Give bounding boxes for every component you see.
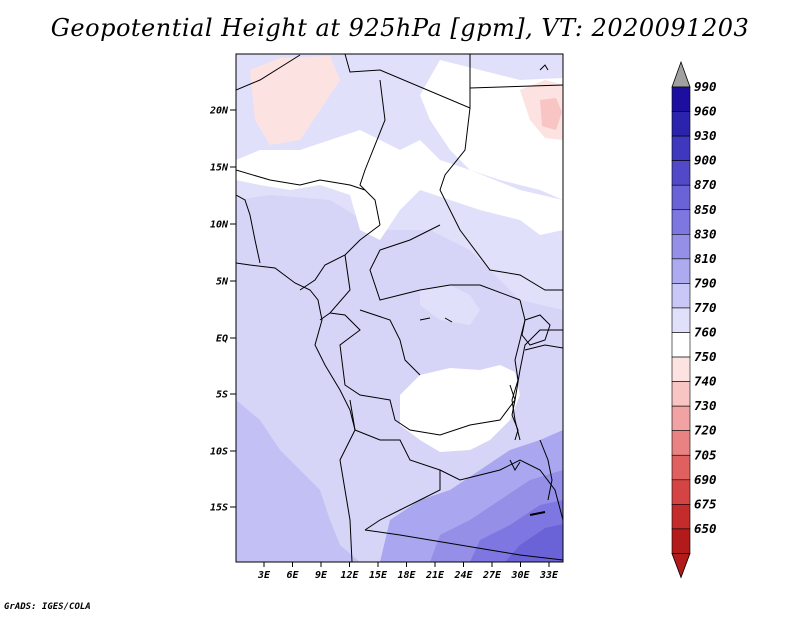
border-3 <box>469 84 563 89</box>
border-17 <box>524 344 563 351</box>
field-central-770 <box>420 285 480 325</box>
lon-label: 33E <box>539 570 559 581</box>
colorbar-swatch <box>671 86 691 112</box>
border-13 <box>354 429 441 531</box>
colorbar-label: 675 <box>694 496 717 511</box>
colorbar-swatch <box>671 111 691 137</box>
lat-label: 5N <box>216 277 229 288</box>
lon-label: 27E <box>482 570 502 581</box>
longitude-ticks: 3E 6E 9E 12E 15E 18E 21E 24E 27E 30E 33E <box>257 562 559 581</box>
lon-label: 18E <box>397 570 416 581</box>
colorbar-swatch <box>671 135 691 161</box>
lat-label: 15S <box>210 503 228 514</box>
lat-label: 10S <box>210 447 228 458</box>
lat-label: 10N <box>210 220 229 231</box>
border-8 <box>369 224 521 301</box>
grads-credit: GrADS: IGES/COLA <box>4 602 91 612</box>
plot-frame <box>235 53 564 563</box>
border-10 <box>329 312 563 436</box>
lake-tanganyika <box>509 384 519 441</box>
lon-label: 9E <box>315 570 328 581</box>
lake-malawi <box>539 439 553 501</box>
colorbar-swatch <box>671 381 691 407</box>
colorbar-swatch <box>671 258 691 284</box>
lon-label: 30E <box>510 570 530 581</box>
colorbar-swatch <box>671 283 691 309</box>
lat-label: 15N <box>210 163 229 174</box>
rivers-1 <box>419 317 453 323</box>
lon-label: 6E <box>286 570 299 581</box>
latitude-ticks: 20N 15N 10N 5N EQ 5S 10S 15S <box>209 106 236 514</box>
field-sahel-760 <box>236 130 563 240</box>
coastline-west <box>236 262 356 431</box>
border-7 <box>299 224 381 291</box>
lake-kariba <box>529 511 546 516</box>
lon-label: 15E <box>369 570 388 581</box>
colorbar: 990 960 930 900 870 850 830 810 790 770 760 750 740 7… <box>671 60 717 579</box>
colorbar-label: 650 <box>694 521 717 536</box>
field-congo-760 <box>400 365 520 452</box>
colorbar-label: 740 <box>694 374 717 389</box>
rivers-2 <box>509 459 521 472</box>
colorbar-label: 900 <box>694 153 717 168</box>
field-southeast-900 <box>505 524 563 562</box>
border-4 <box>359 79 386 226</box>
coastline-northwest <box>236 194 261 264</box>
colorbar-label: 870 <box>694 177 717 192</box>
border-14 <box>439 459 563 521</box>
colorbar-label: 850 <box>694 202 717 217</box>
colorbar-swatch <box>671 332 691 358</box>
field-northeast-740 <box>540 98 562 130</box>
colorbar-swatch <box>671 160 691 186</box>
border-2 <box>344 54 471 109</box>
colorbar-swatch <box>671 356 691 382</box>
lon-label: 24E <box>453 570 473 581</box>
border-15 <box>364 529 563 561</box>
colorbar-swatch <box>671 234 691 260</box>
colorbar-label: 750 <box>694 349 717 364</box>
border-6 <box>236 169 366 191</box>
colorbar-label: 790 <box>694 275 717 290</box>
colorbar-swatch <box>671 528 691 554</box>
border-1 <box>236 54 301 91</box>
colorbar-swatch <box>671 479 691 505</box>
colorbar-swatch <box>671 405 691 431</box>
field-northwest-750 <box>250 56 340 145</box>
colorbar-swatch <box>671 454 691 481</box>
lon-label: 3E <box>257 570 271 581</box>
chart-title: Geopotential Height at 925hPa [gpm], VT:… <box>50 14 750 42</box>
colorbar-swatch <box>671 209 691 235</box>
colorbar-label: 770 <box>694 300 717 315</box>
colorbar-label: 720 <box>694 423 717 438</box>
lon-label: 21E <box>425 570 445 581</box>
colorbar-swatch <box>671 184 691 211</box>
lon-label: 12E <box>340 570 359 581</box>
colorbar-label: 760 <box>694 325 717 340</box>
colorbar-label: 960 <box>694 104 717 119</box>
colorbar-label: 930 <box>694 128 717 143</box>
colorbar-label: 990 <box>694 79 717 94</box>
colorbar-label: 730 <box>694 398 717 413</box>
lat-label: 20N <box>209 106 229 117</box>
height-field <box>236 54 563 562</box>
lat-label: EQ <box>216 334 228 345</box>
colorbar-swatch <box>671 430 691 456</box>
lake-victoria <box>521 314 551 346</box>
colorbar-swatch <box>671 307 691 333</box>
colorbar-label: 690 <box>694 472 717 487</box>
colorbar-top-arrow <box>671 60 691 88</box>
border-11 <box>359 309 421 376</box>
colorbar-swatch <box>671 504 691 530</box>
border-9 <box>319 254 351 321</box>
country-borders <box>236 54 563 562</box>
field-southwest-810 <box>236 400 360 562</box>
colorbar-bottom-arrow <box>671 553 691 579</box>
lat-label: 5S <box>216 390 228 401</box>
colorbar-label: 810 <box>694 251 717 266</box>
border-5 <box>439 107 563 291</box>
nile-delta <box>539 64 549 71</box>
colorbar-label: 830 <box>694 226 717 241</box>
colorbar-label: 705 <box>694 447 717 462</box>
